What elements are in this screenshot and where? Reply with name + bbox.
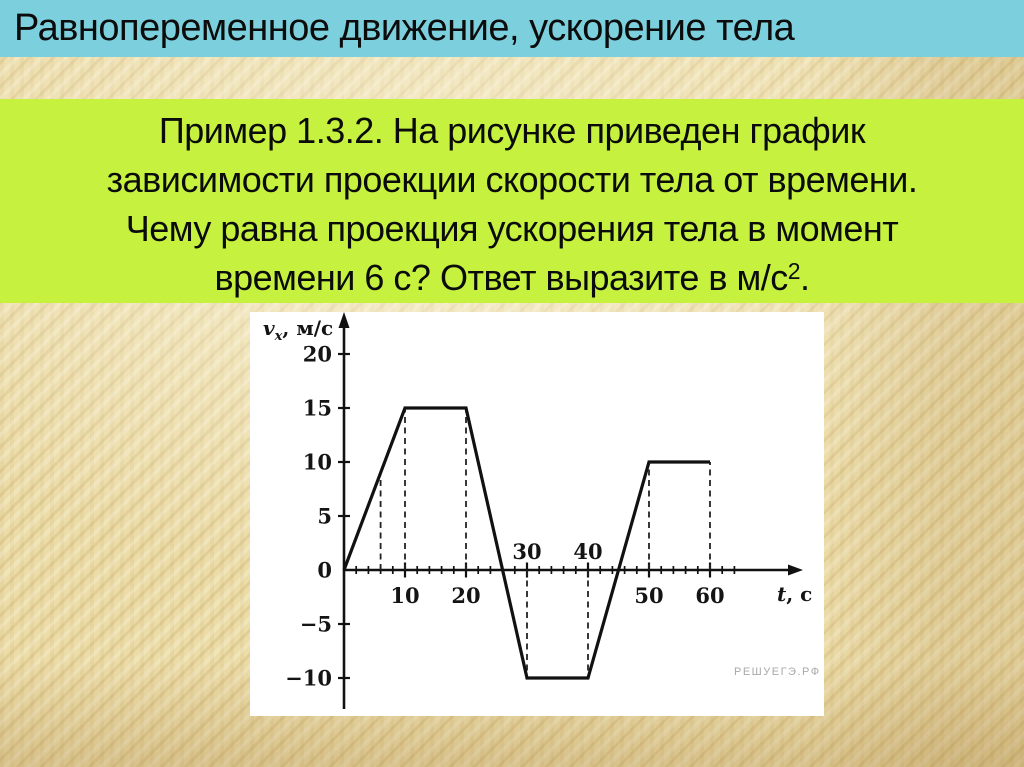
- graph-panel: 10 20 30 40 50 60 20 15 10 5 0 −5 −10 vx, м/с t, с РЕШУ…: [250, 312, 824, 716]
- y-tick-label: 15: [303, 396, 332, 421]
- x-tick-label: 30: [512, 539, 541, 564]
- slide-title: Равнопеременное движение, ускорение тела: [14, 7, 795, 49]
- title-bar: Равнопеременное движение, ускорение тела: [0, 0, 1024, 57]
- y-tick-label: 20: [303, 342, 332, 367]
- y-tick-label: 10: [303, 450, 332, 475]
- x-tick-label: 40: [573, 539, 602, 564]
- y-tick-label: −10: [285, 666, 332, 691]
- question-last-post: .: [800, 257, 810, 298]
- question-line: Пример 1.3.2. На рисунке приведен график: [158, 110, 866, 151]
- x-tick-label: 60: [695, 583, 724, 608]
- question-line-last: времени 6 с? Ответ выразите в м/с2.: [0, 253, 1024, 302]
- x-tick-label: 20: [451, 583, 480, 608]
- x-tick-label: 10: [390, 583, 419, 608]
- question-line: зависимости проекции скорости тела от вр…: [106, 159, 918, 200]
- y-tick-label: 5: [317, 504, 332, 529]
- question-last-pre: времени 6 с? Ответ выразите в м/с: [214, 257, 788, 298]
- y-tick-label: 0: [317, 558, 332, 583]
- watermark: РЕШУЕГЭ.РФ: [734, 666, 821, 678]
- y-axis-arrow-icon: [338, 312, 350, 328]
- question-superscript: 2: [787, 257, 801, 284]
- y-axis-label: vx, м/с: [263, 316, 333, 344]
- velocity-curve: [342, 406, 710, 680]
- question-block: Пример 1.3.2. На рисунке приведен график…: [0, 99, 1024, 303]
- x-tick-label: 50: [634, 583, 663, 608]
- y-tick-label: −5: [300, 612, 332, 637]
- x-axis-arrow-icon: [788, 564, 803, 576]
- x-axis-label: t, с: [777, 582, 812, 606]
- question-line: Чему равна проекция ускорения тела в мом…: [125, 208, 899, 249]
